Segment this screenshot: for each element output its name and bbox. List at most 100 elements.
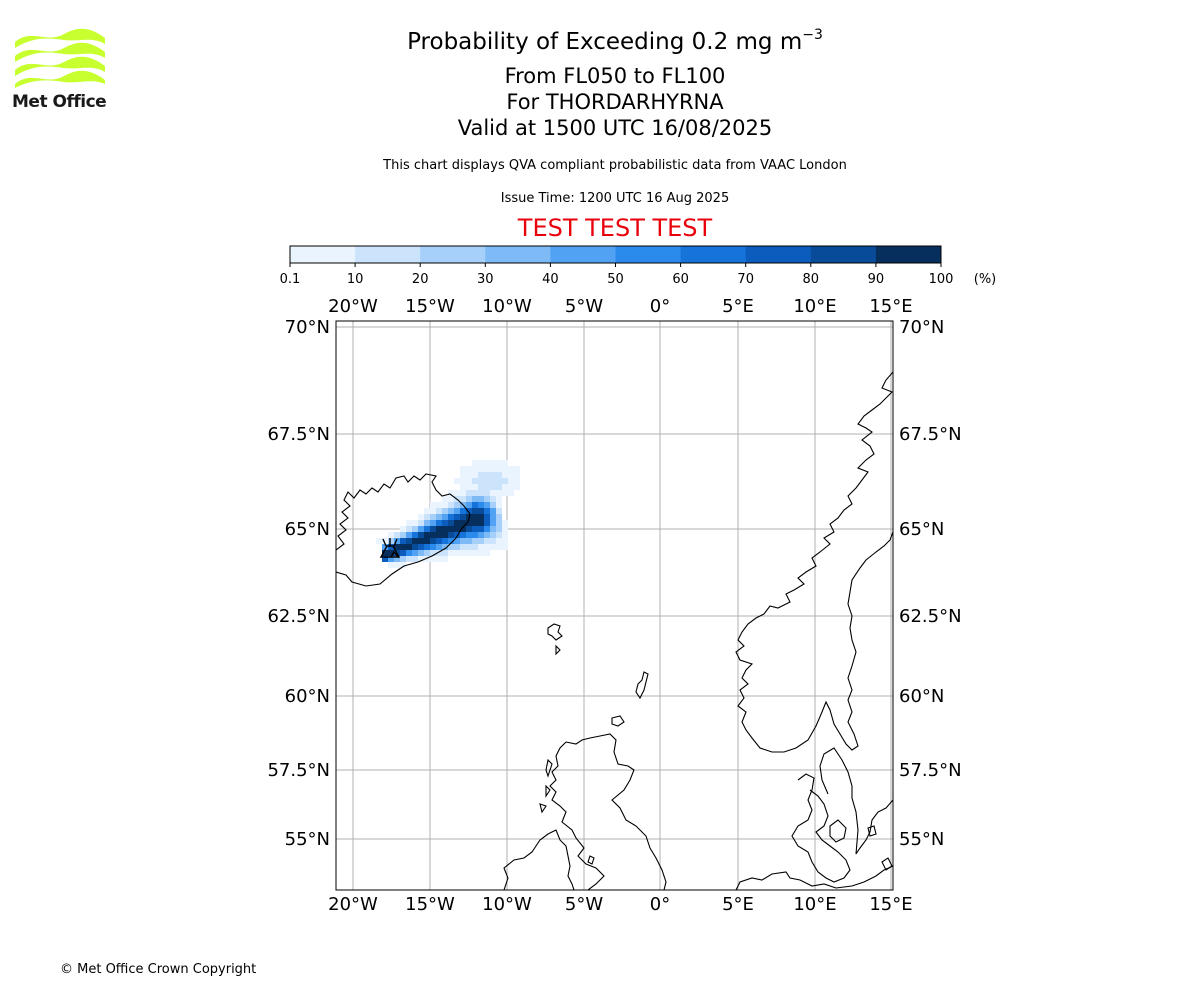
colorbar: 0.1 10 20 30 40 50 60 70 80 90 100 (%) — [280, 245, 996, 287]
lon-label-bottom: 5°W — [565, 894, 603, 915]
plume-cell — [502, 478, 508, 484]
plume-cell — [496, 478, 502, 484]
plume-cell — [466, 550, 472, 556]
plume-cell — [478, 508, 484, 514]
plume-cell — [436, 538, 442, 544]
plume-cell — [472, 520, 478, 526]
plume-cell — [490, 490, 496, 496]
plume-cell — [514, 478, 520, 484]
plume-cell — [472, 460, 478, 466]
lon-label-top: 10°E — [793, 296, 836, 317]
lat-label-right: 62.5°N — [899, 606, 962, 627]
plume-cell — [454, 490, 460, 496]
plume-cell — [394, 544, 400, 550]
plume-cell — [496, 490, 502, 496]
plume-cell — [412, 526, 418, 532]
colorbar-segment — [745, 246, 812, 263]
plume-cell — [454, 526, 460, 532]
plume-cell — [490, 478, 496, 484]
plume-cell — [424, 520, 430, 526]
lon-label-top: 15°E — [869, 296, 912, 317]
coastline-shetland — [635, 671, 649, 700]
colorbar-tick-label: 20 — [412, 272, 429, 287]
plume-cell — [460, 550, 466, 556]
plume-cell — [478, 496, 484, 502]
colorbar-tick-label: 40 — [542, 272, 559, 287]
plume-cell — [424, 544, 430, 550]
plume-cell — [460, 532, 466, 538]
plume-cell — [388, 538, 394, 544]
plume-cell — [484, 550, 490, 556]
plume-cell — [496, 460, 502, 466]
plume-cell — [472, 514, 478, 520]
issue-time: Issue Time: 1200 UTC 16 Aug 2025 — [500, 191, 730, 206]
map-panel — [335, 320, 894, 891]
plume-cell — [490, 532, 496, 538]
colorbar-segment — [810, 246, 877, 263]
plume-cell — [472, 526, 478, 532]
plume-cell — [412, 544, 418, 550]
plume-cell — [436, 544, 442, 550]
plume-cell — [400, 538, 406, 544]
title-exponent: −3 — [802, 27, 823, 43]
lat-label-right: 55°N — [899, 829, 944, 850]
plume-cell — [502, 460, 508, 466]
map-frame — [335, 320, 894, 891]
plume-cell — [496, 532, 502, 538]
colorbar-tick-label: 90 — [868, 272, 885, 287]
plume-cell — [400, 562, 406, 568]
coastline-zealand — [829, 819, 847, 843]
plume-cell — [388, 550, 394, 556]
colorbar-tick-label: 60 — [672, 272, 689, 287]
copyright: © Met Office Crown Copyright — [60, 962, 257, 977]
plume-cell — [472, 478, 478, 484]
plume-cell — [496, 544, 502, 550]
plume-cell — [496, 484, 502, 490]
plume-cell — [490, 538, 496, 544]
plume-cell — [490, 514, 496, 520]
coastline-iceland — [336, 473, 471, 587]
plume-cell — [484, 538, 490, 544]
plume-cell — [484, 514, 490, 520]
title-main: Probability of Exceeding 0.2 mg m — [407, 29, 803, 55]
lon-label-bottom: 5°E — [722, 894, 754, 915]
plume-cell — [400, 550, 406, 556]
lat-label-right: 70°N — [899, 317, 944, 338]
logo-text: Met Office — [12, 92, 107, 112]
met-office-waves-icon — [15, 28, 105, 88]
plume-cell — [508, 466, 514, 472]
plume-cell — [496, 466, 502, 472]
plume-cell — [454, 520, 460, 526]
lon-label-top: 20°W — [328, 296, 378, 317]
plume-cell — [472, 544, 478, 550]
plume-cell — [430, 508, 436, 514]
lon-label-top: 5°W — [565, 296, 603, 317]
plume-cell — [478, 532, 484, 538]
plume-cell — [406, 538, 412, 544]
plume-cell — [436, 520, 442, 526]
plume-cell — [448, 526, 454, 532]
plume-cell — [478, 514, 484, 520]
plume-cell — [454, 508, 460, 514]
plume-cell — [412, 550, 418, 556]
plume-cell — [478, 472, 484, 478]
coastline-orkney — [611, 715, 625, 727]
coastline-norway — [735, 371, 893, 753]
plume-cell — [442, 502, 448, 508]
coastline-britain — [549, 733, 667, 890]
plume-cell — [496, 514, 502, 520]
colorbar-segment — [680, 246, 747, 263]
plume-cell — [406, 544, 412, 550]
plume-cell — [496, 496, 502, 502]
colorbar-segment — [875, 246, 942, 263]
plume-cell — [484, 484, 490, 490]
plume-cell — [472, 496, 478, 502]
plume-cell — [466, 544, 472, 550]
disclaimer: This chart displays QVA compliant probab… — [383, 158, 847, 173]
plume-cell — [418, 550, 424, 556]
plume-cell — [490, 544, 496, 550]
coastline-isle-of-man — [587, 855, 595, 865]
plume-cell — [472, 484, 478, 490]
plume-cell — [496, 538, 502, 544]
plume-cell — [448, 508, 454, 514]
